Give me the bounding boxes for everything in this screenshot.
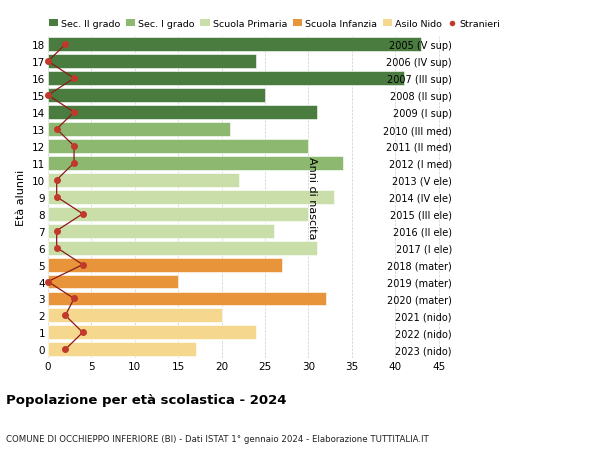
Point: [78, 261, 88, 269]
Point: [78, 211, 88, 218]
Point: [69, 160, 79, 167]
Point: [43, 278, 53, 285]
Point: [52, 194, 61, 201]
Bar: [48, 258, 283, 272]
Point: [52, 245, 61, 252]
Point: [43, 92, 53, 100]
Point: [52, 228, 61, 235]
Point: [52, 126, 61, 134]
Text: COMUNE DI OCCHIEPPO INFERIORE (BI) - Dati ISTAT 1° gennaio 2024 - Elaborazione T: COMUNE DI OCCHIEPPO INFERIORE (BI) - Dat…: [6, 434, 429, 442]
Bar: [48, 292, 326, 306]
Point: [78, 329, 88, 336]
Bar: [48, 207, 308, 221]
Bar: [48, 309, 221, 323]
Point: [69, 109, 79, 117]
Bar: [48, 72, 404, 86]
Legend: Sec. II grado, Sec. I grado, Scuola Primaria, Scuola Infanzia, Asilo Nido, Stran: Sec. II grado, Sec. I grado, Scuola Prim…: [49, 20, 500, 29]
Bar: [48, 190, 334, 204]
Point: [61, 41, 70, 49]
Point: [61, 312, 70, 319]
Point: [69, 143, 79, 150]
Point: [61, 346, 70, 353]
Y-axis label: Età alunni: Età alunni: [16, 169, 26, 225]
Point: [43, 58, 53, 66]
Point: [69, 295, 79, 302]
Bar: [48, 157, 343, 170]
Bar: [48, 38, 421, 52]
Bar: [48, 140, 308, 154]
Bar: [48, 106, 317, 120]
Bar: [48, 326, 256, 340]
Bar: [48, 241, 317, 255]
Y-axis label: Anni di nascita: Anni di nascita: [307, 156, 317, 239]
Text: Popolazione per età scolastica - 2024: Popolazione per età scolastica - 2024: [6, 393, 287, 406]
Bar: [48, 89, 265, 103]
Point: [52, 177, 61, 184]
Point: [69, 75, 79, 83]
Bar: [48, 174, 239, 187]
Bar: [48, 342, 196, 357]
Bar: [48, 224, 274, 238]
Bar: [48, 275, 178, 289]
Bar: [48, 123, 230, 137]
Bar: [48, 55, 256, 69]
